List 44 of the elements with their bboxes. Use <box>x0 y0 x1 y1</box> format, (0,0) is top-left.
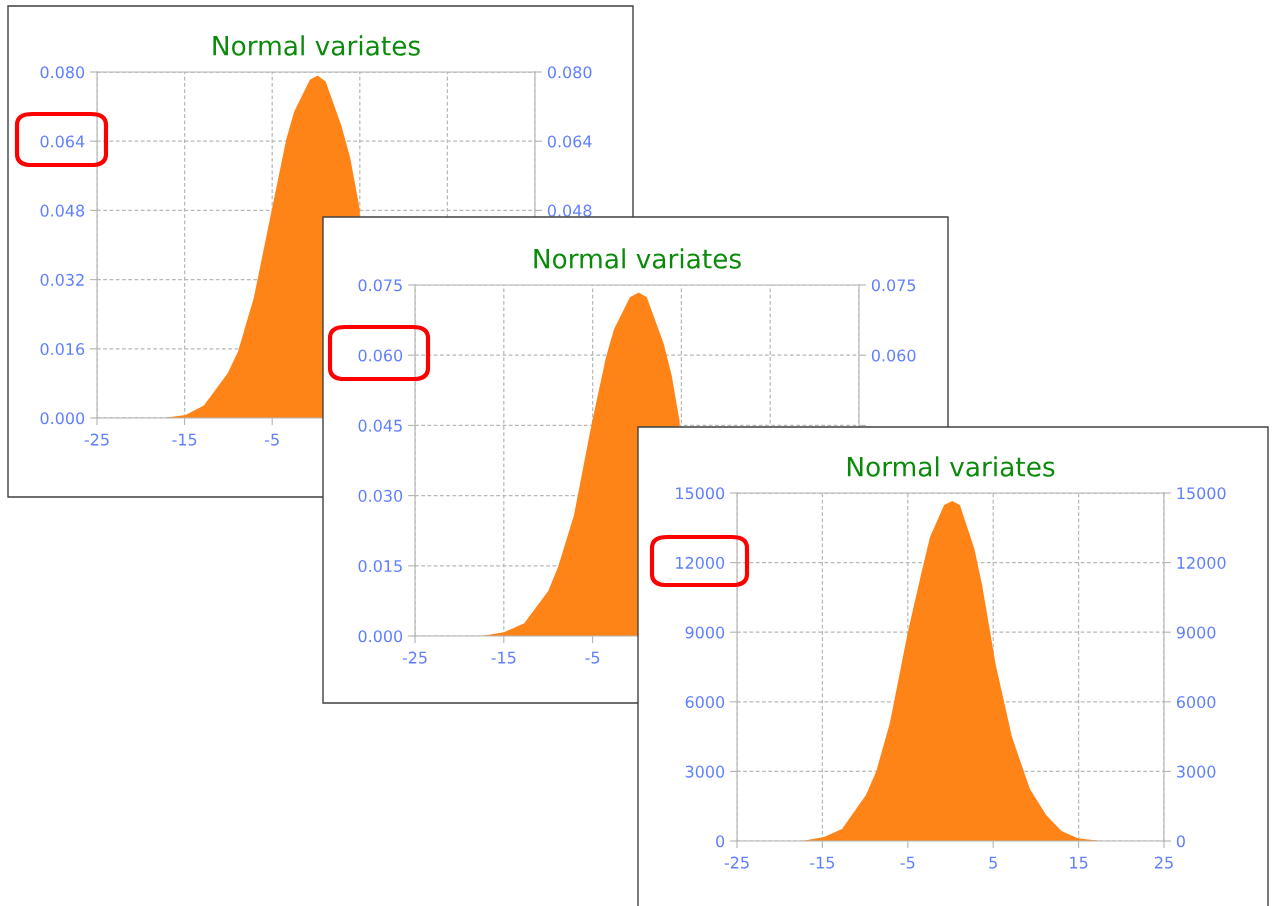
y2-tick-label: 0.060 <box>871 349 916 362</box>
y-tick-label: 0.060 <box>358 349 403 362</box>
y-tick-label: 0.015 <box>358 560 402 573</box>
x-tick-label: -5 <box>585 651 600 664</box>
x-tick-label: 15 <box>1070 856 1088 869</box>
x-tick-label: 5 <box>989 856 997 869</box>
y2-tick-label: 3000 <box>1177 765 1216 778</box>
y-tick-label: 0 <box>716 835 725 848</box>
x-tick-label: -5 <box>265 433 279 446</box>
chart-title: Normal variates <box>847 456 1055 477</box>
y-tick-label: 3000 <box>685 765 725 778</box>
x-tick-label: -25 <box>402 651 427 664</box>
y-tick-label: 0.048 <box>40 204 85 217</box>
y2-tick-label: 0 <box>1176 835 1185 848</box>
y-tick-label: 0.075 <box>358 279 402 292</box>
y-tick-label: 0.045 <box>358 419 402 432</box>
y2-tick-label: 0.075 <box>871 279 916 292</box>
chart-title: Normal variates <box>213 35 420 56</box>
y-tick-label: 0.000 <box>358 630 403 643</box>
y2-tick-label: 9000 <box>1176 626 1216 639</box>
y2-tick-label: 15000 <box>1177 487 1226 500</box>
x-tick-label: -15 <box>172 433 197 446</box>
x-tick-label: -5 <box>900 856 915 869</box>
y2-tick-label: 0.048 <box>547 204 592 217</box>
x-tick-label: -15 <box>810 856 835 869</box>
x-tick-label: -25 <box>724 856 749 869</box>
y-tick-label: 0.080 <box>40 66 85 79</box>
y2-tick-label: 0.080 <box>547 66 592 79</box>
y-tick-label: 12000 <box>676 556 725 569</box>
x-tick-label: -25 <box>84 433 109 446</box>
y-tick-label: 0.064 <box>40 135 85 148</box>
y-tick-label: 0.000 <box>40 412 85 425</box>
y-tick-label: 0.030 <box>358 489 403 502</box>
y2-tick-label: 6000 <box>1176 696 1216 709</box>
y-tick-label: 15000 <box>676 487 725 500</box>
y-tick-label: 0.016 <box>40 343 85 356</box>
y2-tick-label: 12000 <box>1177 556 1226 569</box>
y-tick-label: 0.032 <box>40 273 84 286</box>
y-tick-label: 9000 <box>685 626 725 639</box>
chart-title: Normal variates <box>534 248 741 269</box>
x-tick-label: -15 <box>491 651 516 664</box>
x-tick-label: 25 <box>1155 856 1173 869</box>
y2-tick-label: 0.064 <box>547 135 592 148</box>
y-tick-label: 6000 <box>685 696 725 709</box>
